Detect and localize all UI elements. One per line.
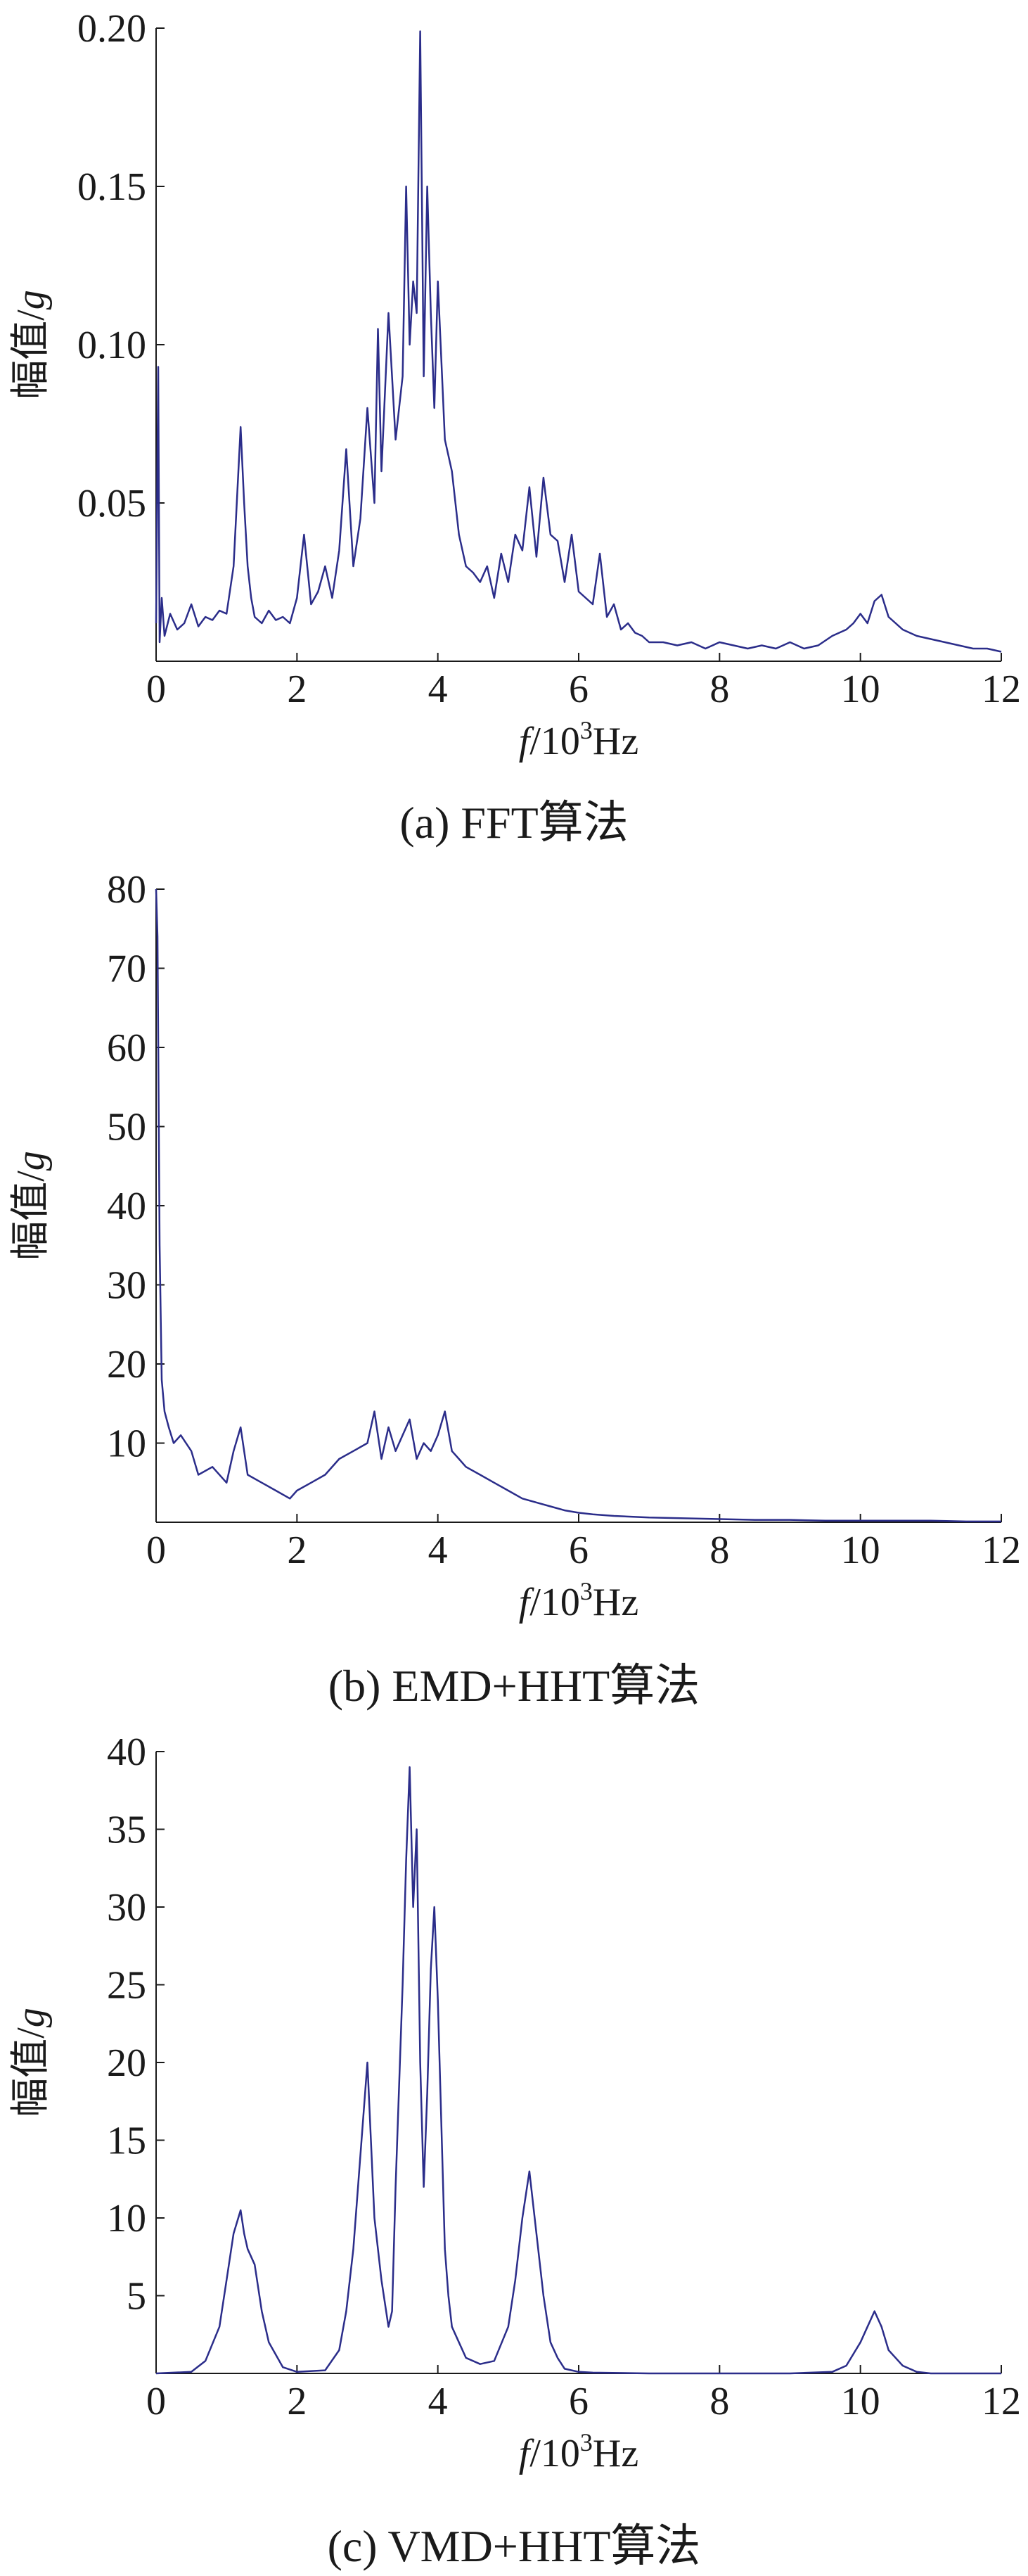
y-tick-label: 20 bbox=[107, 2041, 146, 2085]
y-axis-label-unit: g bbox=[9, 2008, 53, 2027]
x-axis-label-unit: Hz bbox=[593, 720, 638, 763]
y-axis-label: 幅值/g bbox=[9, 2008, 53, 2117]
x-tick-label: 10 bbox=[841, 668, 880, 711]
x-tick-label: 2 bbox=[287, 668, 307, 711]
y-axis-label-unit: g bbox=[9, 1151, 53, 1171]
y-tick-label: 80 bbox=[107, 868, 146, 912]
x-axis-label-exponent: 3 bbox=[580, 2428, 593, 2456]
y-tick-label: 60 bbox=[107, 1026, 146, 1070]
chart-emd-hht: 0 2 4 6 8 10 12 10 20 30 40 50 60 70 80 幅值/g f/103Hz bbox=[9, 868, 1021, 1624]
y-axis-label: 幅值/g bbox=[9, 1151, 53, 1261]
series-line-a-0 bbox=[155, 30, 1002, 653]
x-tick-label: 0 bbox=[146, 2380, 166, 2423]
x-axis-label-exponent: 3 bbox=[580, 716, 593, 744]
x-tick-label: 12 bbox=[982, 2380, 1021, 2423]
series-line-c-0 bbox=[155, 1766, 1001, 2375]
x-axis-label: f/103Hz bbox=[519, 1577, 638, 1624]
x-tick-label: 6 bbox=[569, 2380, 589, 2423]
y-axis-label-text: 幅值/ bbox=[9, 2027, 53, 2117]
x-axis-label: f/103Hz bbox=[519, 2428, 638, 2475]
x-tick-label: 4 bbox=[428, 2380, 448, 2423]
y-axis-label-text: 幅值/ bbox=[9, 1171, 53, 1261]
y-tick-label: 0.05 bbox=[77, 482, 146, 525]
x-tick-label: 0 bbox=[146, 668, 166, 711]
y-tick-label: 70 bbox=[107, 948, 146, 991]
x-tick-label: 8 bbox=[709, 668, 729, 711]
x-axis-label-unit: Hz bbox=[593, 1581, 638, 1624]
y-axis-label-text: 幅值/ bbox=[9, 310, 53, 400]
y-tick-label: 30 bbox=[107, 1886, 146, 1930]
x-axis-label-text: /10 bbox=[529, 1581, 580, 1624]
y-tick-label: 35 bbox=[107, 1809, 146, 1852]
y-axis-label-unit: g bbox=[9, 290, 53, 310]
chart-fft: 0 2 4 6 8 10 12 0.05 0.10 0.15 0.20 幅值/g f/103Hz bbox=[9, 7, 1021, 763]
x-tick-label: 10 bbox=[841, 1529, 880, 1572]
x-tick-label: 10 bbox=[841, 2380, 880, 2423]
x-tick-label: 8 bbox=[709, 2380, 729, 2423]
x-tick-label: 12 bbox=[982, 1529, 1021, 1572]
x-axis-label-text: /10 bbox=[529, 720, 580, 763]
x-tick-label: 8 bbox=[709, 1529, 729, 1572]
y-tick-label: 25 bbox=[107, 1964, 146, 2008]
x-tick-label: 4 bbox=[428, 1529, 448, 1572]
x-tick-label: 2 bbox=[287, 1529, 307, 1572]
y-tick-label: 40 bbox=[107, 1185, 146, 1228]
x-tick-label: 6 bbox=[569, 1529, 589, 1572]
y-tick-label: 10 bbox=[107, 1422, 146, 1466]
y-tick-label: 20 bbox=[107, 1343, 146, 1386]
chart-vmd-hht: 0 2 4 6 8 10 12 5 10 15 20 25 30 35 40 幅值/g f/103Hz bbox=[9, 1730, 1021, 2475]
caption-fft: (a) FFT算法 bbox=[399, 798, 629, 848]
y-tick-label: 30 bbox=[107, 1264, 146, 1308]
caption-vmd-hht: (c) VMD+HHT算法 bbox=[327, 2521, 701, 2571]
x-tick-label: 0 bbox=[146, 1529, 166, 1572]
x-tick-label: 2 bbox=[287, 2380, 307, 2423]
x-axis-label-text: /10 bbox=[529, 2432, 580, 2475]
y-axis-label: 幅值/g bbox=[9, 290, 53, 400]
y-tick-label: 40 bbox=[107, 1730, 146, 1774]
x-tick-label: 4 bbox=[428, 668, 448, 711]
y-tick-label: 10 bbox=[107, 2197, 146, 2240]
caption-emd-hht: (b) EMD+HHT算法 bbox=[328, 1661, 700, 1711]
y-tick-label: 5 bbox=[127, 2275, 146, 2319]
y-tick-label: 0.20 bbox=[77, 7, 146, 51]
series-line-b-0 bbox=[155, 888, 1001, 1523]
x-tick-label: 12 bbox=[982, 668, 1021, 711]
y-tick-label: 50 bbox=[107, 1106, 146, 1149]
x-axis-label-unit: Hz bbox=[593, 2432, 638, 2475]
x-axis-label: f/103Hz bbox=[519, 716, 638, 763]
x-axis-label-exponent: 3 bbox=[580, 1577, 593, 1605]
y-tick-label: 15 bbox=[107, 2119, 146, 2163]
x-tick-label: 6 bbox=[569, 668, 589, 711]
y-tick-label: 0.10 bbox=[77, 324, 146, 367]
y-tick-label: 0.15 bbox=[77, 165, 146, 209]
